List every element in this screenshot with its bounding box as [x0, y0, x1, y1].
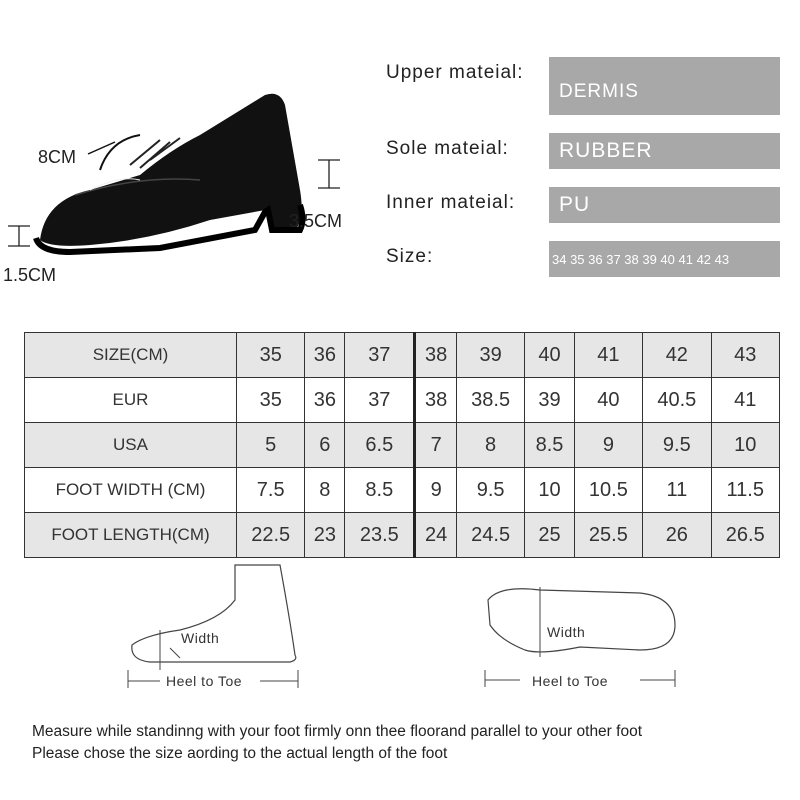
cell: 35	[235, 332, 306, 378]
sole-width-label: Width	[547, 624, 586, 640]
cell: 41	[710, 377, 781, 423]
cell: 38	[413, 332, 457, 378]
row-header: FOOT WIDTH (CM)	[24, 467, 237, 513]
row-header: USA	[24, 422, 237, 468]
cell: 24.5	[455, 512, 526, 558]
cell: 8	[455, 422, 526, 468]
cell: 9.5	[455, 467, 526, 513]
upper-material-label: Upper mateial:	[386, 62, 524, 83]
size-chart-table: SIZE(CM) 35 36 37 38 39 40 41 42 43 EUR …	[24, 332, 781, 558]
row-header: EUR	[24, 377, 237, 423]
cell: 9	[573, 422, 644, 468]
cell: 11.5	[710, 467, 781, 513]
size-range-value: 34 35 36 37 38 39 40 41 42 43	[549, 241, 780, 277]
cell: 6	[304, 422, 346, 468]
cell: 40	[524, 332, 575, 378]
platform-height-label: 1.5CM	[3, 265, 57, 285]
cell: 36	[304, 332, 346, 378]
cell: 8.5	[344, 467, 416, 513]
cell: 26	[642, 512, 712, 558]
cell: 43	[710, 332, 781, 378]
cell: 10	[710, 422, 781, 468]
cell: 38	[413, 377, 457, 423]
cell: 9	[413, 467, 457, 513]
cell: 7.5	[235, 467, 306, 513]
side-foot-diagram	[127, 564, 299, 688]
inner-material-value: PU	[549, 187, 780, 223]
cell: 10	[524, 467, 575, 513]
cell: 40.5	[642, 377, 712, 423]
side-width-label: Width	[181, 630, 220, 646]
upper-material-value: DERMIS	[549, 57, 780, 115]
sole-length-label: Heel to Toe	[532, 673, 609, 689]
cell: 36	[304, 377, 346, 423]
cell: 10.5	[573, 467, 644, 513]
sole-material-label: Sole mateial:	[386, 138, 509, 159]
row-header: SIZE(CM)	[24, 332, 237, 378]
size-instruction: Please chose the size aording to the act…	[32, 745, 448, 762]
size-label: Size:	[386, 246, 434, 267]
table-row: FOOT WIDTH (CM) 7.5 8 8.5 9 9.5 10 10.5 …	[24, 467, 781, 513]
cell: 41	[573, 332, 644, 378]
table-row: USA 5 6 6.5 7 8 8.5 9 9.5 10	[24, 422, 781, 468]
cell: 35	[235, 377, 306, 423]
cell: 38.5	[455, 377, 526, 423]
cell: 8	[304, 467, 346, 513]
cell: 5	[235, 422, 306, 468]
cell: 6.5	[344, 422, 416, 468]
cell: 25.5	[573, 512, 644, 558]
sole-material-value: RUBBER	[549, 133, 780, 169]
inner-material-label: Inner mateial:	[386, 192, 516, 213]
shoe-image	[8, 93, 340, 256]
heel-height-label: 3.5CM	[289, 211, 343, 231]
cell: 9.5	[642, 422, 712, 468]
cell: 37	[344, 377, 416, 423]
cell: 42	[642, 332, 712, 378]
table-row: SIZE(CM) 35 36 37 38 39 40 41 42 43	[24, 332, 781, 378]
measure-instruction: Measure while standinng with your foot f…	[32, 723, 643, 740]
cell: 22.5	[235, 512, 306, 558]
cell: 23	[304, 512, 346, 558]
row-header: FOOT LENGTH(CM)	[24, 512, 237, 558]
cell: 39	[455, 332, 526, 378]
cell: 11	[642, 467, 712, 513]
shaft-height-label: 8CM	[38, 147, 77, 167]
cell: 37	[344, 332, 416, 378]
table-row: EUR 35 36 37 38 38.5 39 40 40.5 41	[24, 377, 781, 423]
cell: 40	[573, 377, 644, 423]
cell: 7	[413, 422, 457, 468]
cell: 26.5	[710, 512, 781, 558]
table-row: FOOT LENGTH(CM) 22.5 23 23.5 24 24.5 25 …	[24, 512, 781, 558]
sole-foot-diagram	[484, 587, 676, 687]
cell: 23.5	[344, 512, 416, 558]
cell: 8.5	[524, 422, 575, 468]
cell: 24	[413, 512, 457, 558]
cell: 25	[524, 512, 575, 558]
side-length-label: Heel to Toe	[166, 673, 243, 689]
cell: 39	[524, 377, 575, 423]
